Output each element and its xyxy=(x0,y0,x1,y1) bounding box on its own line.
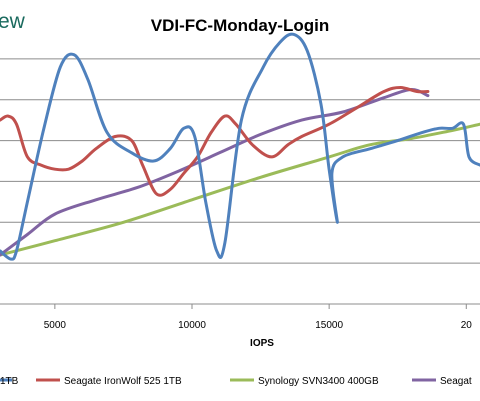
series-lines xyxy=(0,32,480,261)
x-axis-ticks: 5000 10000 15000 20 xyxy=(44,304,473,331)
legend-label-3: Seagat xyxy=(440,376,472,387)
legend-label-1: Seagate IronWolf 525 1TB xyxy=(64,376,182,387)
series-line-1 xyxy=(0,86,430,197)
x-tick-label: 15000 xyxy=(315,320,343,331)
series-line-0 xyxy=(0,32,480,261)
series-line-3 xyxy=(0,88,430,257)
x-axis-label: IOPS xyxy=(250,338,274,349)
x-tick-label: 10000 xyxy=(178,320,206,331)
legend-label-2: Synology SVN3400 400GB xyxy=(258,376,379,387)
legend: 1TB Seagate IronWolf 525 1TB Synology SVN3… xyxy=(0,376,472,387)
chart-title: VDI-FC-Monday-Login xyxy=(151,16,329,35)
x-tick-label: 20 xyxy=(461,320,473,331)
x-tick-label: 5000 xyxy=(44,320,67,331)
series-line-2 xyxy=(0,122,480,257)
brand-logo-fragment: ew xyxy=(0,10,26,33)
legend-label-0: 1TB xyxy=(0,376,19,387)
